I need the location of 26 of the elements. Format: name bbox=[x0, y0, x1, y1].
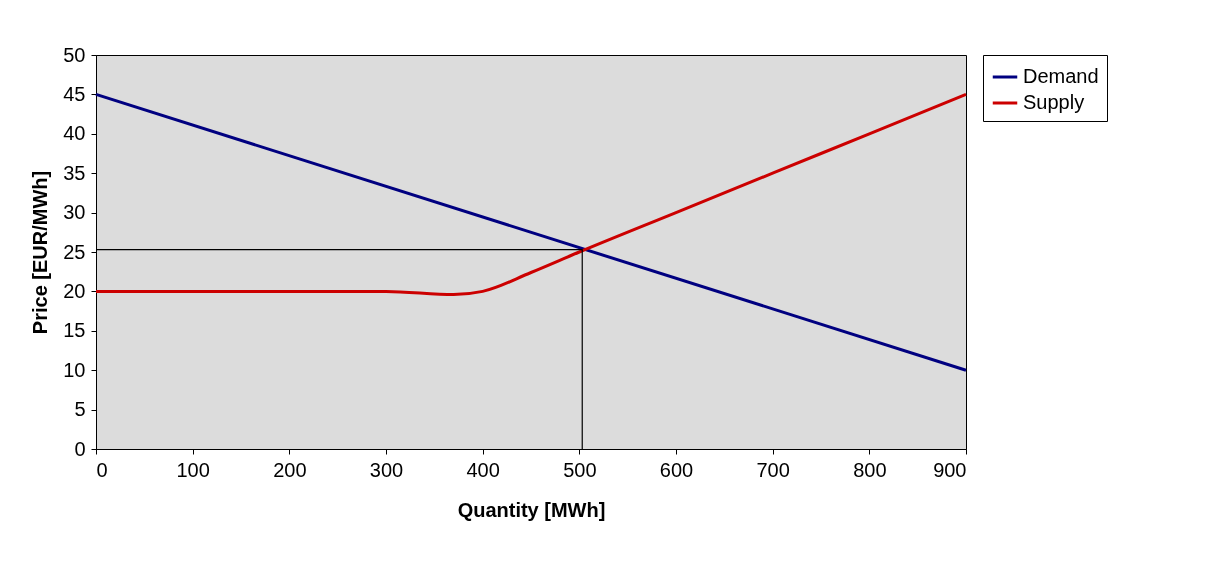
y-tick-label: 30 bbox=[63, 201, 86, 224]
y-tick-label: 40 bbox=[63, 122, 86, 145]
x-tick-label: 400 bbox=[466, 458, 500, 481]
x-tick-label: 500 bbox=[563, 458, 597, 481]
x-tick-label: 300 bbox=[369, 458, 404, 481]
x-tick-label: 600 bbox=[659, 458, 694, 481]
legend-label: Demand bbox=[1023, 65, 1099, 87]
y-tick-label: 20 bbox=[63, 279, 86, 302]
y-tick-label: 5 bbox=[74, 398, 86, 421]
y-tick-label: 45 bbox=[63, 82, 86, 105]
x-tick-label: 900 bbox=[933, 458, 967, 481]
x-axis-title: Quantity [MWh] bbox=[457, 498, 606, 521]
y-tick-label: 10 bbox=[63, 358, 86, 381]
x-tick-label: 100 bbox=[176, 458, 210, 481]
x-tick-label: 700 bbox=[756, 458, 790, 481]
y-tick-label: 35 bbox=[63, 161, 86, 184]
x-tick-label: 200 bbox=[273, 458, 307, 481]
line-series bbox=[94, 92, 968, 297]
x-tick-label: 0 bbox=[96, 458, 108, 481]
y-tick-label: 0 bbox=[74, 437, 86, 460]
x-tick-label: 800 bbox=[853, 458, 887, 481]
y-tick-label: 15 bbox=[63, 319, 86, 342]
legend-label: Supply bbox=[1023, 91, 1085, 113]
y-axis-title: Price [EUR/MWh] bbox=[29, 170, 52, 335]
y-tick-label: 50 bbox=[63, 43, 86, 66]
y-tick-label: 25 bbox=[63, 240, 86, 263]
